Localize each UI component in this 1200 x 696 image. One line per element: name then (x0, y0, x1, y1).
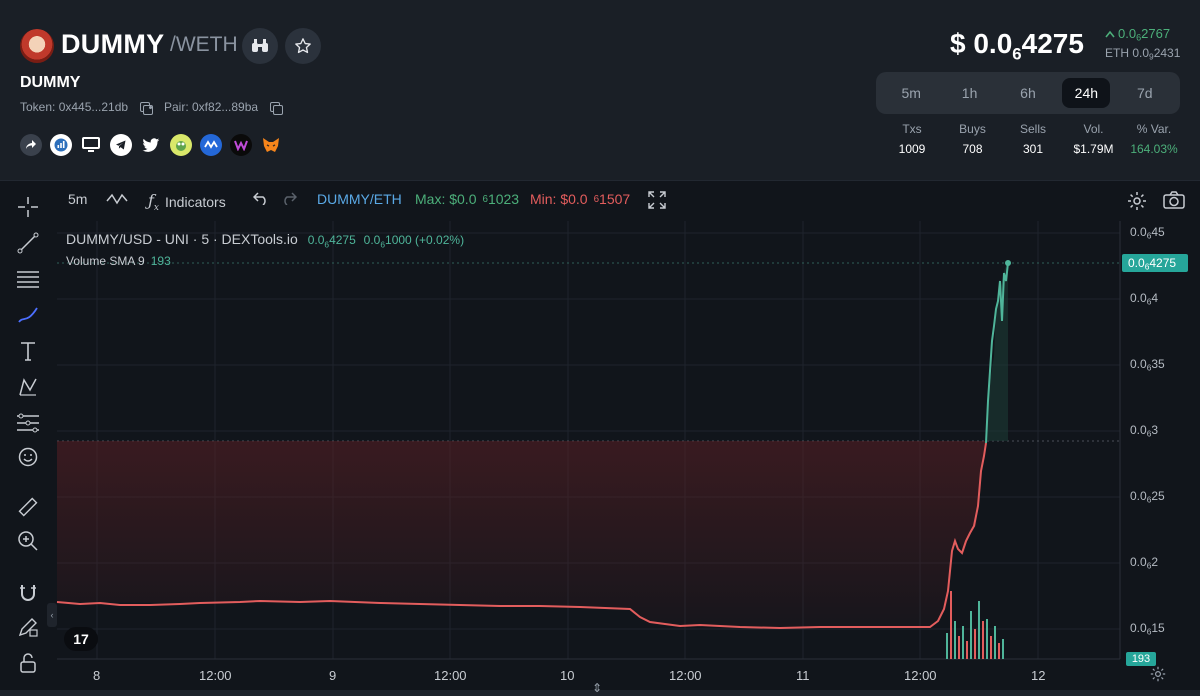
x-tick: 8 (93, 668, 101, 683)
x-tick: 12 (1031, 668, 1046, 683)
bearish-area (57, 441, 986, 628)
volume-legend: Volume SMA 9 193 (66, 254, 171, 268)
camera-icon[interactable] (1163, 191, 1185, 209)
price-change: 0.062767 (1105, 26, 1170, 43)
volume-bars (946, 591, 1004, 659)
bullish-area (986, 261, 1008, 441)
last-price-dot (1005, 260, 1011, 266)
y-tick: 0.063 (1130, 423, 1159, 439)
fib-lines-icon[interactable] (14, 265, 42, 293)
fx-icon: ƒx (148, 191, 159, 214)
magnet-icon[interactable] (14, 579, 42, 607)
token-name: DUMMY (20, 74, 81, 91)
x-tick: 10 (560, 668, 575, 683)
emoji-icon[interactable] (14, 443, 42, 471)
token-symbol: DUMMY (61, 29, 165, 59)
collapse-toolbar-button[interactable]: ‹ (47, 603, 57, 627)
price-line-down (56, 442, 987, 630)
chevron-up-icon (1105, 30, 1115, 38)
stat-sells: Sells 301 (1019, 122, 1046, 156)
resize-handle-icon[interactable]: ⇕ (592, 681, 603, 695)
tab-7d[interactable]: 7d (1136, 85, 1153, 101)
max-price: Max: $0.0 6 1023 (415, 191, 520, 207)
trendline-icon[interactable] (14, 229, 42, 257)
stats-row: Txs 1009 Buys 708 Sells 301 Vol. $1.79M % Va… (888, 122, 1178, 156)
lock-icon[interactable] (14, 649, 42, 677)
purple-w-icon[interactable] (230, 134, 252, 156)
stat-volume: Vol. $1.79M (1073, 122, 1114, 156)
coinmarketcap-icon[interactable] (200, 134, 222, 156)
lock-drawings-icon[interactable] (14, 613, 42, 641)
chart-type-icon[interactable] (106, 191, 128, 207)
y-tick: 0.062 (1130, 555, 1159, 571)
stat-variation: % Var. 164.03% (1130, 122, 1178, 156)
twitter-icon[interactable] (140, 134, 162, 156)
y-tick: 0.0615 (1130, 621, 1165, 637)
copy-pair-address-icon[interactable] (270, 102, 284, 115)
star-icon (295, 38, 311, 54)
y-tick: 0.064 (1130, 291, 1159, 307)
current-price: $ 0.064275 (950, 28, 1084, 64)
x-tick: 12:00 (904, 668, 937, 683)
series-legend: DUMMY/USD - UNI · 5 · DEXTools.io 0.0642… (66, 231, 465, 250)
stat-txs: Txs 1009 (898, 122, 926, 156)
chart-toolbar: 5m ƒx Indicators DUMMY/ETH Max: $0.0 6 102… (56, 181, 1200, 221)
timeframe-selector: 5m 1h 6h 24h 7d (876, 72, 1180, 114)
stat-buys: Buys 708 (959, 122, 986, 156)
binoculars-icon (252, 39, 268, 52)
bottom-panel-bar (0, 690, 1200, 696)
x-tick: 12:00 (199, 668, 232, 683)
pair-symbol[interactable]: DUMMY/ETH (317, 191, 402, 207)
social-links (20, 134, 282, 156)
binoculars-button[interactable] (242, 28, 278, 64)
tab-24h[interactable]: 24h (1062, 78, 1111, 108)
text-icon[interactable] (14, 337, 42, 365)
favorite-button[interactable] (285, 28, 321, 64)
pepe-icon[interactable] (170, 134, 192, 156)
tab-5m[interactable]: 5m (901, 85, 921, 101)
token-logo (20, 29, 54, 63)
chart-settings-icon[interactable] (1127, 191, 1147, 211)
drawing-toolbar: ‹ (0, 181, 57, 696)
redo-icon[interactable] (281, 191, 297, 205)
trading-chart: ‹ 5m ƒx Indicators DUMMY/ETH Max: $0.0 6 1… (0, 180, 1200, 696)
volume-tag: 193 (1126, 652, 1156, 666)
telegram-icon[interactable] (110, 134, 132, 156)
zoom-in-icon[interactable] (14, 527, 42, 555)
y-tick: 0.0645 (1130, 225, 1165, 241)
pair-address: Pair: 0xf82...89ba (149, 100, 284, 115)
price-plot[interactable] (0, 181, 1200, 696)
ruler-icon[interactable] (14, 493, 42, 521)
pair-quote: /WETH (170, 33, 238, 56)
min-price: Min: $0.0 6 1507 (530, 191, 631, 207)
undo-icon[interactable] (253, 191, 269, 205)
x-tick: 12:00 (669, 668, 702, 683)
metamask-icon[interactable] (260, 134, 282, 156)
y-tick: 0.0625 (1130, 489, 1165, 505)
crosshair-icon[interactable] (14, 193, 42, 221)
tab-6h[interactable]: 6h (1020, 85, 1036, 101)
tab-1h[interactable]: 1h (961, 85, 978, 101)
time-axis-settings-icon[interactable] (1150, 666, 1166, 682)
chart-stats-icon[interactable] (50, 134, 72, 156)
x-tick: 9 (329, 668, 337, 683)
x-tick: 11 (796, 668, 810, 683)
pattern-icon[interactable] (14, 373, 42, 401)
tradingview-logo[interactable]: 17 (64, 627, 98, 651)
indicators-button[interactable]: ƒx Indicators (148, 191, 226, 214)
separator-dot (149, 105, 152, 109)
x-tick: 12:00 (434, 668, 467, 683)
fullscreen-icon[interactable] (648, 191, 666, 209)
current-price-tag: 0.064275 (1122, 254, 1188, 272)
share-icon[interactable] (20, 134, 42, 156)
price-line-up (985, 262, 1009, 444)
interval-button[interactable]: 5m (68, 191, 88, 207)
prediction-icon[interactable] (14, 409, 42, 437)
y-tick: 0.0635 (1130, 357, 1165, 373)
eth-price: ETH 0.092431 (1105, 46, 1181, 62)
website-icon[interactable] (80, 134, 102, 156)
token-address: Token: 0x445...21db (20, 100, 154, 115)
token-header: DUMMY /WETH DUMMY Token: 0x445...21db Pa… (0, 0, 1200, 180)
brush-icon[interactable] (14, 301, 42, 329)
